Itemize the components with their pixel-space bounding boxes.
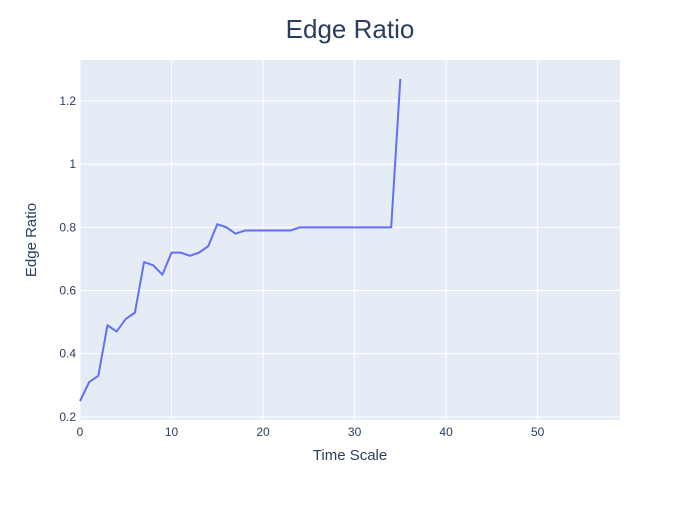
y-tick-label: 0.2 [59, 410, 76, 424]
data-point [151, 263, 155, 267]
data-point [270, 229, 274, 233]
series-layer [78, 77, 402, 403]
data-point [78, 399, 82, 403]
y-tick-label: 0.8 [59, 220, 76, 234]
data-point [380, 225, 384, 229]
x-tick-label: 0 [77, 425, 84, 439]
data-point [206, 244, 210, 248]
data-point [298, 225, 302, 229]
data-point [343, 225, 347, 229]
x-tick-label: 30 [348, 425, 362, 439]
x-axis-title: Time Scale [313, 447, 387, 464]
data-point [353, 225, 357, 229]
data-point [170, 251, 174, 255]
data-point [325, 225, 329, 229]
data-point [142, 260, 146, 264]
data-point [160, 273, 164, 277]
data-point [316, 225, 320, 229]
data-point [115, 330, 119, 334]
y-tick-label: 0.4 [59, 347, 76, 361]
chart-title: Edge Ratio [286, 14, 415, 44]
x-tick-label: 40 [439, 425, 453, 439]
data-point [179, 251, 183, 255]
data-point [96, 374, 100, 378]
plot-area [80, 60, 620, 420]
x-axis-ticks: 0 10 20 30 40 50 [77, 425, 545, 439]
data-point [279, 229, 283, 233]
data-point [133, 311, 137, 315]
data-point [261, 229, 265, 233]
y-tick-label: 1 [69, 157, 76, 171]
y-tick-label: 0.6 [59, 284, 76, 298]
x-tick-label: 50 [531, 425, 545, 439]
series-line [79, 78, 402, 402]
y-tick-label: 1.2 [59, 94, 76, 108]
data-point [215, 222, 219, 226]
data-point [197, 251, 201, 255]
data-point [224, 225, 228, 229]
data-point [307, 225, 311, 229]
y-axis-title: Edge Ratio [23, 203, 40, 277]
x-tick-label: 10 [165, 425, 179, 439]
data-point [124, 317, 128, 321]
data-point [105, 323, 109, 327]
data-point [87, 380, 91, 384]
data-point [371, 225, 375, 229]
data-point [188, 254, 192, 258]
x-tick-label: 20 [256, 425, 270, 439]
data-point [234, 232, 238, 236]
data-point [252, 229, 256, 233]
data-point [243, 229, 247, 233]
y-axis-ticks: 0.2 0.4 0.6 0.8 1 1.2 [59, 94, 76, 424]
grid-lines [79, 60, 620, 420]
data-point [334, 225, 338, 229]
data-point [398, 77, 402, 81]
data-point [389, 225, 393, 229]
data-point [362, 225, 366, 229]
data-point [289, 229, 293, 233]
